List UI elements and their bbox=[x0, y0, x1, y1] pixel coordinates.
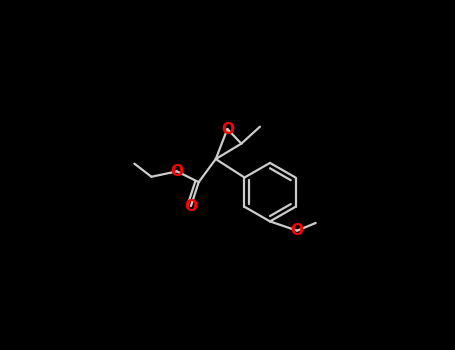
Text: O: O bbox=[184, 198, 197, 214]
Text: O: O bbox=[221, 121, 234, 136]
Text: O: O bbox=[291, 223, 303, 238]
Text: O: O bbox=[171, 164, 183, 179]
